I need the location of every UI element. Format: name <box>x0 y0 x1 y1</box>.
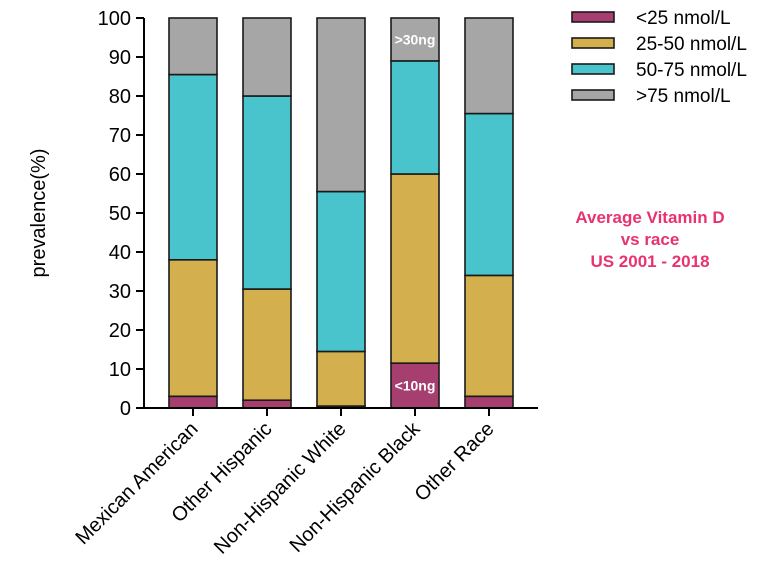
y-tick-label: 30 <box>109 281 131 303</box>
subtitle-line-1: Average Vitamin D <box>575 208 724 227</box>
bar-other-hispanic-25-nmol-l <box>242 399 292 409</box>
legend: <25 nmol/L 25-50 nmol/L 50-75 nmol/L >75 nm… <box>571 8 747 107</box>
bar-non-hispanic-white-50-75-nmol-l <box>316 190 366 353</box>
y-tick-label: 70 <box>109 125 131 147</box>
bar-mexican-american-25-nmol-l <box>168 395 218 409</box>
y-tick-label: 80 <box>109 86 131 108</box>
bar-mexican-american-25-50-nmol-l <box>168 258 218 398</box>
y-axis: 0 10 20 30 40 50 60 70 80 90 100 <box>98 8 145 420</box>
bar-other-hispanic-75-nmol-l <box>242 17 292 97</box>
legend-swatch-75-nmol-l <box>571 89 615 101</box>
legend-swatch-25-50-nmol-l <box>571 37 615 49</box>
bar-non-hispanic-black-50-75-nmol-l <box>390 60 440 175</box>
bar-other-race-25-50-nmol-l <box>464 274 514 398</box>
annotation-30ng: >30ng <box>395 31 436 47</box>
y-axis-title: prevalence(%) <box>28 149 50 278</box>
annotation-10ng: <10ng <box>395 378 436 394</box>
x-tick-label-other-race: Other Race <box>411 418 499 506</box>
y-tick-label: 40 <box>109 242 131 264</box>
chart-subtitle: Average Vitamin D vs race US 2001 - 2018 <box>575 208 724 271</box>
legend-label-75-nmol-l: >75 nmol/L <box>636 86 731 107</box>
annotations: >30ng <10ng <box>395 31 436 393</box>
y-tick-label: 60 <box>109 164 131 186</box>
y-tick-label: 100 <box>98 8 131 30</box>
y-tick-label: 20 <box>109 320 131 342</box>
x-tick-label-non-hispanic-white: Non-Hispanic White <box>210 418 351 559</box>
x-tick-label-non-hispanic-black: Non-Hispanic Black <box>286 417 426 557</box>
bars-group <box>168 17 514 409</box>
bar-mexican-american-75-nmol-l <box>168 17 218 76</box>
subtitle-line-2: vs race <box>621 230 680 249</box>
bar-other-race-75-nmol-l <box>464 17 514 115</box>
y-tick-label: 0 <box>120 398 131 420</box>
y-tick-label: 10 <box>109 359 131 381</box>
bar-other-race-50-75-nmol-l <box>464 112 514 277</box>
bar-other-hispanic-25-50-nmol-l <box>242 288 292 401</box>
subtitle-line-3: US 2001 - 2018 <box>590 252 709 271</box>
y-tick-label: 90 <box>109 47 131 69</box>
bar-other-race-25-nmol-l <box>464 395 514 409</box>
bar-non-hispanic-black-75-nmol-l <box>390 17 440 62</box>
bar-mexican-american-50-75-nmol-l <box>168 73 218 261</box>
bar-non-hispanic-black-25-50-nmol-l <box>390 173 440 364</box>
legend-label-25-nmol-l: <25 nmol/L <box>636 8 731 29</box>
legend-swatch-25-nmol-l <box>571 11 615 23</box>
bar-other-hispanic-50-75-nmol-l <box>242 95 292 290</box>
bar-non-hispanic-white-25-50-nmol-l <box>316 350 366 407</box>
x-tick-label-mexican-american: Mexican American <box>71 418 202 549</box>
legend-label-50-75-nmol-l: 50-75 nmol/L <box>636 60 747 81</box>
bar-non-hispanic-white-75-nmol-l <box>316 17 366 193</box>
legend-swatch-50-75-nmol-l <box>571 63 615 75</box>
y-tick-label: 50 <box>109 203 131 225</box>
legend-label-25-50-nmol-l: 25-50 nmol/L <box>636 34 747 55</box>
